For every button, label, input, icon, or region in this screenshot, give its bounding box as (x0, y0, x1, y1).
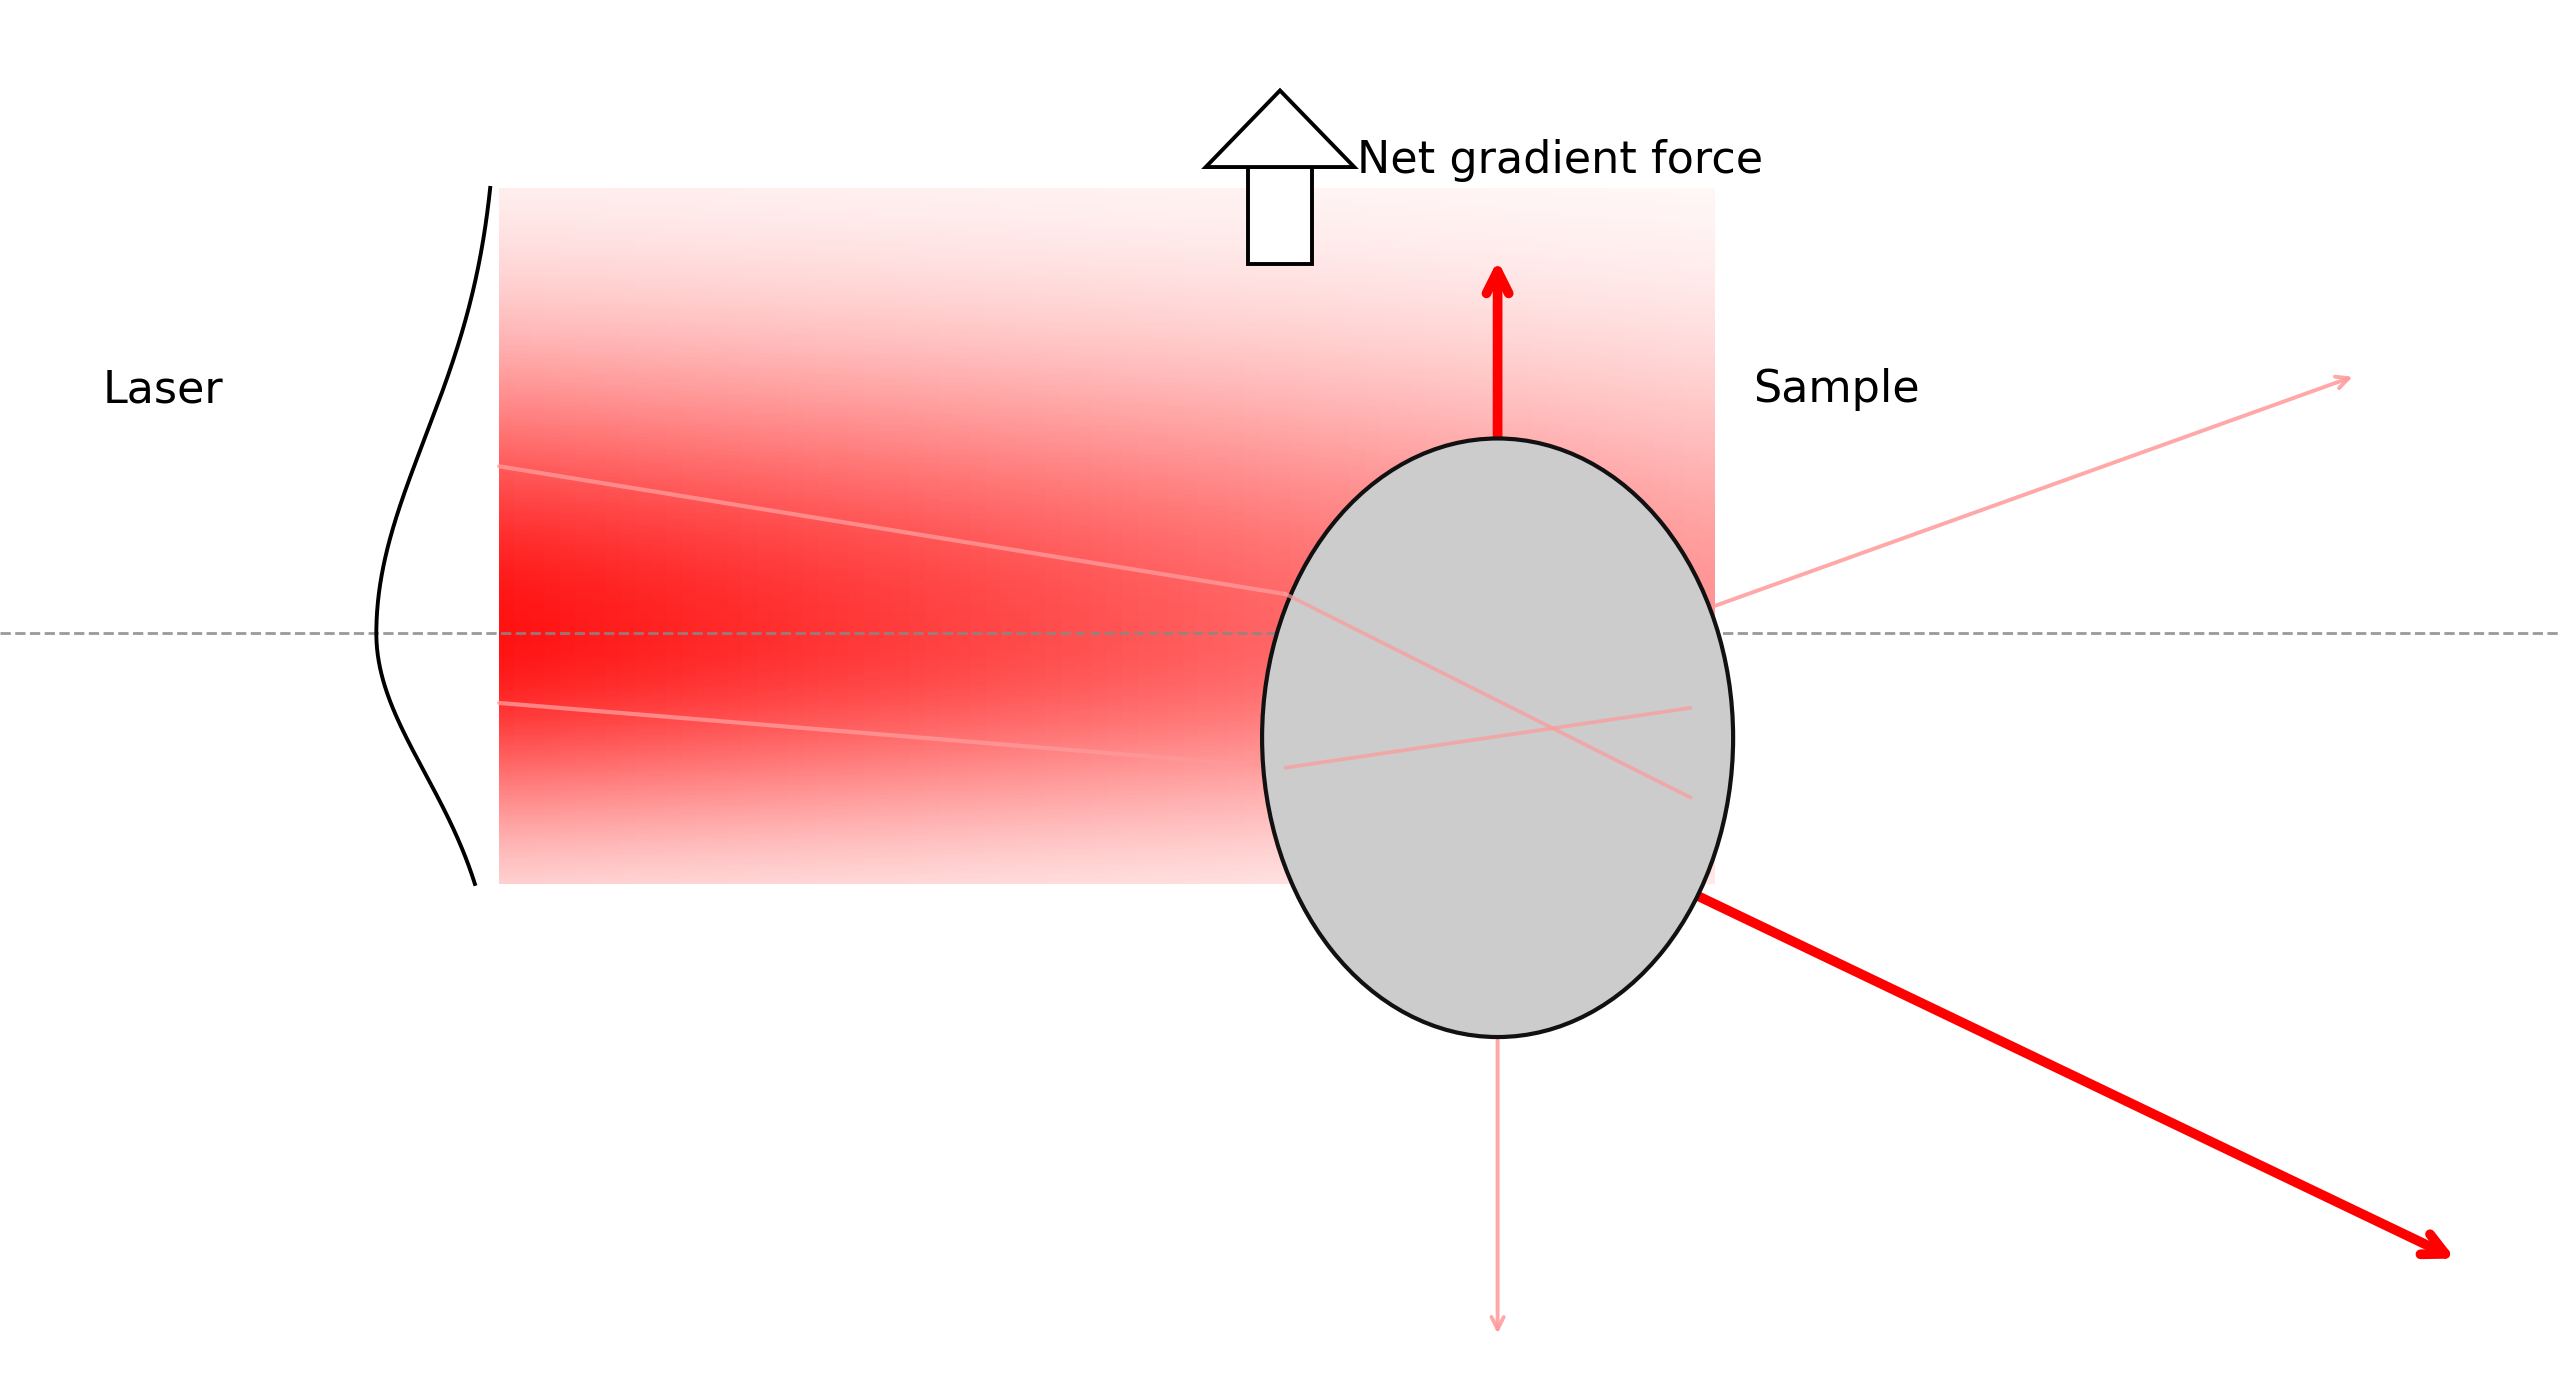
Text: Net gradient force: Net gradient force (1357, 139, 1764, 181)
Bar (1249, 167, 1313, 264)
Text: Laser: Laser (102, 369, 223, 411)
Polygon shape (1206, 90, 1354, 167)
Ellipse shape (1262, 438, 1733, 1037)
Text: Sample: Sample (1754, 369, 1920, 411)
